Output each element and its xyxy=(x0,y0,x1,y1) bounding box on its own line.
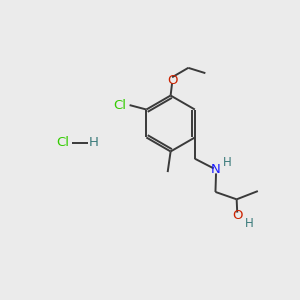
Text: Cl: Cl xyxy=(57,136,70,149)
Text: N: N xyxy=(211,164,221,176)
Text: Cl: Cl xyxy=(113,99,126,112)
Text: O: O xyxy=(167,74,177,87)
Text: H: H xyxy=(223,156,232,169)
Text: O: O xyxy=(232,209,242,222)
Text: H: H xyxy=(88,136,98,149)
Text: H: H xyxy=(245,217,254,230)
